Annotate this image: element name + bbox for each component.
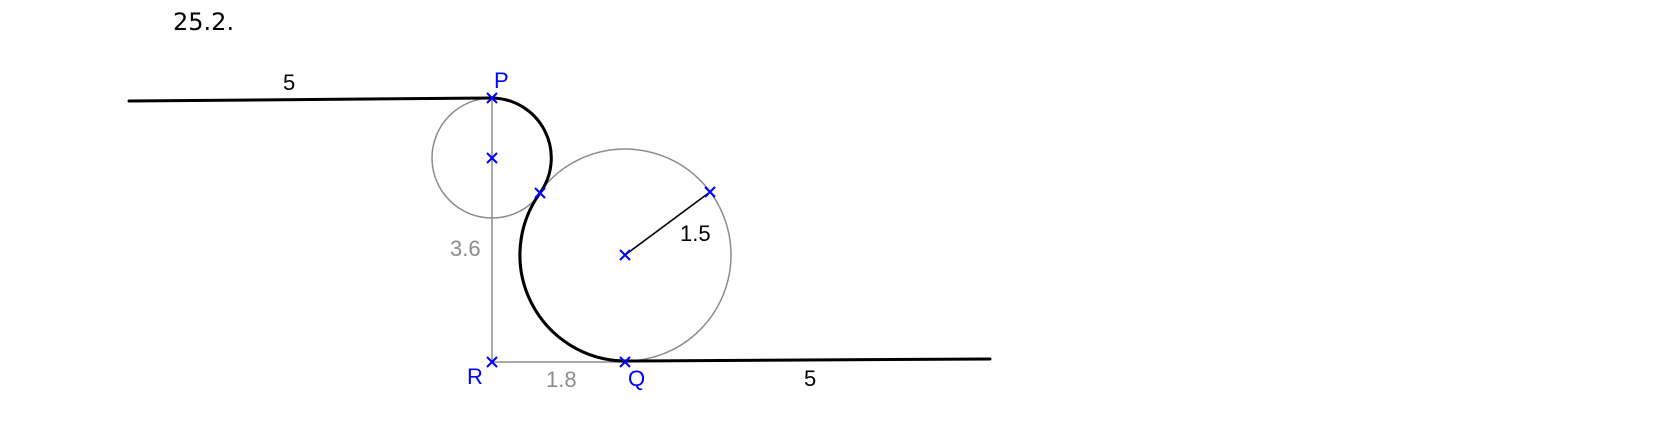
top-line-length-label: 5 bbox=[283, 70, 295, 95]
point-P-label: P bbox=[494, 68, 509, 93]
horizontal-RQ-dimension: 1.8 bbox=[546, 367, 577, 392]
small-center-marker bbox=[486, 152, 498, 164]
radius-end-marker bbox=[704, 186, 716, 198]
point-R-label: R bbox=[467, 364, 483, 389]
point-Q-label: Q bbox=[628, 366, 645, 391]
bottom-straight-line bbox=[623, 357, 992, 363]
problem-number: 25.2. bbox=[173, 8, 234, 36]
radius-line bbox=[624, 191, 711, 256]
tangent-point-marker bbox=[534, 187, 546, 199]
large-center-marker bbox=[619, 249, 631, 261]
point-P-marker bbox=[486, 92, 498, 104]
point-R-marker bbox=[486, 356, 498, 368]
vertical-PR-dimension: 3.6 bbox=[450, 236, 481, 261]
outline-path bbox=[127, 96, 992, 363]
large-arc bbox=[518, 191, 627, 363]
large-radius-dimension: 1.5 bbox=[680, 221, 711, 246]
point-Q-marker bbox=[619, 356, 631, 368]
labels: 5 P 3.6 1.5 R 1.8 Q 5 bbox=[283, 68, 816, 392]
point-markers bbox=[486, 92, 716, 368]
small-arc bbox=[490, 96, 553, 195]
top-straight-line bbox=[127, 96, 494, 103]
bottom-line-length-label: 5 bbox=[804, 366, 816, 391]
